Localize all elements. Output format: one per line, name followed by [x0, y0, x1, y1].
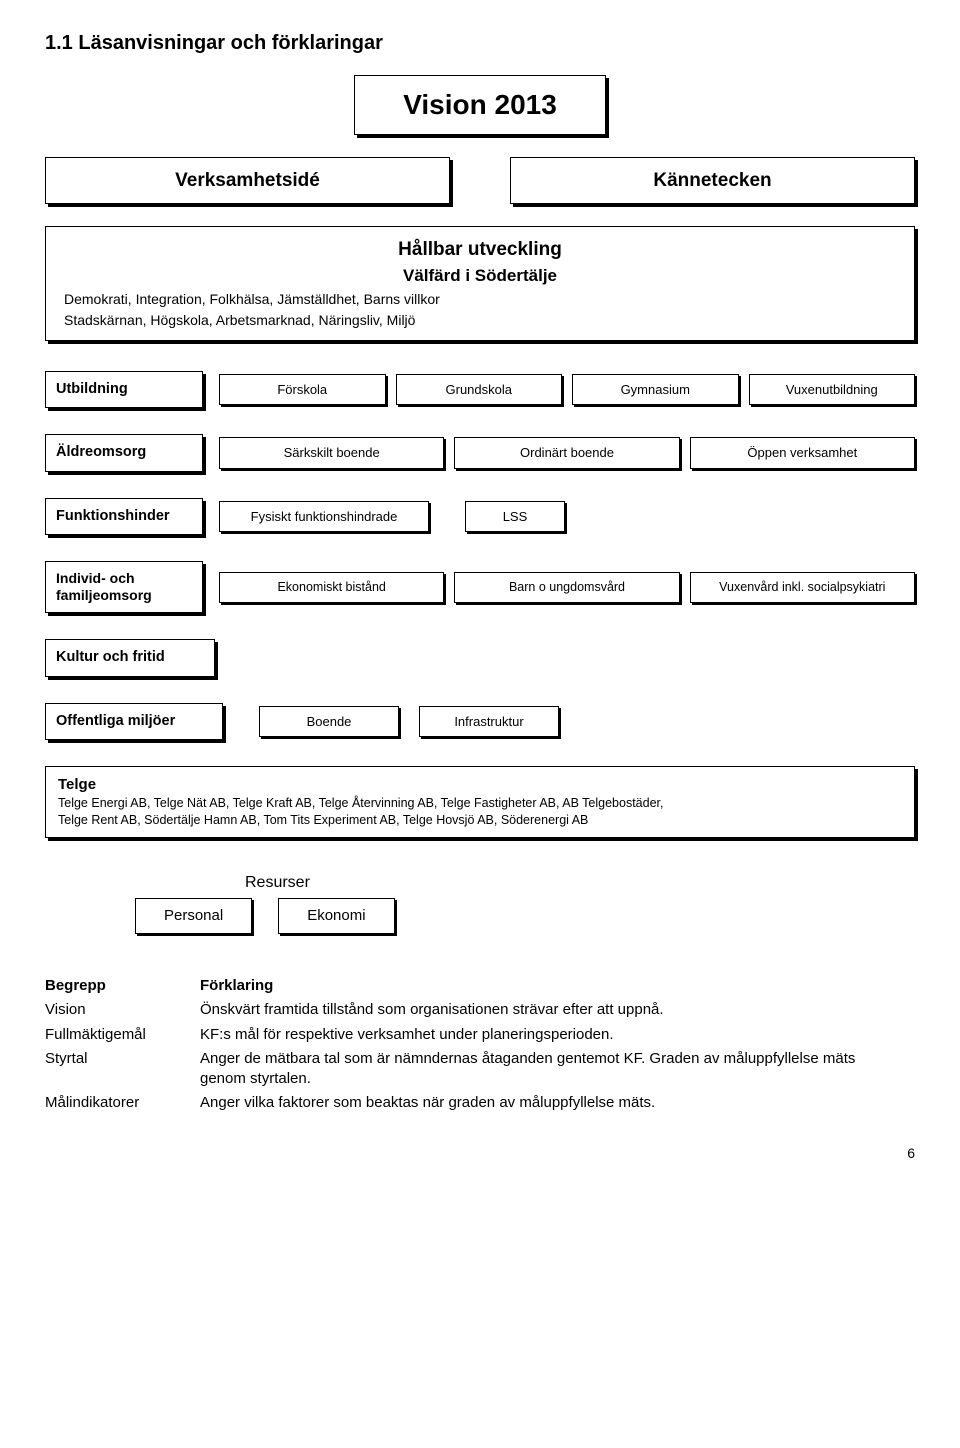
label-individ: Individ- och familjeomsorg — [45, 561, 203, 613]
label-funktionshinder: Funktionshinder — [45, 498, 203, 536]
def-styrtal-text: Anger de mätbara tal som är nämndernas å… — [200, 1047, 915, 1092]
box-ekonomiskt: Ekonomiskt bistånd — [219, 572, 444, 603]
def-header-2: Förklaring — [200, 977, 273, 994]
label-utbildning: Utbildning — [45, 371, 203, 409]
hallbar-line1: Demokrati, Integration, Folkhälsa, Jämst… — [64, 290, 896, 309]
kannetecken-box: Kännetecken — [510, 157, 915, 205]
items-miljoer: Boende Infrastruktur — [259, 706, 915, 738]
resurser-row: Personal Ekonomi — [135, 898, 915, 934]
box-sarskilt-boende: Särkskilt boende — [219, 437, 444, 469]
def-fullmaktige-label: Fullmäktigemål — [45, 1023, 200, 1047]
box-vuxenvard: Vuxenvård inkl. socialpsykiatri — [690, 572, 915, 603]
box-oppen-verksamhet: Öppen verksamhet — [690, 437, 915, 469]
def-header-1: Begrepp — [45, 977, 106, 994]
row-utbildning: Utbildning Förskola Grundskola Gymnasium… — [45, 371, 915, 409]
box-vuxenutbildning: Vuxenutbildning — [749, 374, 916, 406]
hallbar-title: Hållbar utveckling — [64, 237, 896, 263]
resurser-title: Resurser — [245, 872, 915, 894]
table-row: Styrtal Anger de mätbara tal som är nämn… — [45, 1047, 915, 1092]
vision-box: Vision 2013 — [354, 75, 606, 135]
vision-row: Vision 2013 — [45, 75, 915, 135]
box-grundskola: Grundskola — [396, 374, 563, 406]
box-ordinart-boende: Ordinärt boende — [454, 437, 679, 469]
box-personal: Personal — [135, 898, 252, 934]
def-malindikatorer-text: Anger vilka faktorer som beaktas när gra… — [200, 1091, 915, 1115]
telge-line2: Telge Rent AB, Södertälje Hamn AB, Tom T… — [58, 812, 902, 829]
table-row: Fullmäktigemål KF:s mål för respektive v… — [45, 1023, 915, 1047]
pair-row: Verksamhetsidé Kännetecken — [45, 157, 915, 205]
page-number: 6 — [45, 1144, 915, 1163]
box-barn-ungdom: Barn o ungdomsvård — [454, 572, 679, 603]
hallbar-utveckling-box: Hållbar utveckling Välfärd i Södertälje … — [45, 226, 915, 340]
row-aldreomsorg: Äldreomsorg Särkskilt boende Ordinärt bo… — [45, 434, 915, 472]
box-gymnasium: Gymnasium — [572, 374, 739, 406]
verksamhetside-box: Verksamhetsidé — [45, 157, 450, 205]
telge-title: Telge — [58, 775, 902, 795]
items-utbildning: Förskola Grundskola Gymnasium Vuxenutbil… — [219, 374, 915, 406]
def-fullmaktige-text: KF:s mål för respektive verksamhet under… — [200, 1023, 915, 1047]
resurser-block: Resurser Personal Ekonomi — [45, 872, 915, 934]
items-funktionshinder: Fysiskt funktionshindrade LSS — [219, 501, 915, 533]
label-miljoer: Offentliga miljöer — [45, 703, 223, 741]
table-row: Begrepp Förklaring — [45, 974, 915, 998]
def-styrtal-label: Styrtal — [45, 1047, 200, 1092]
table-row: Målindikatorer Anger vilka faktorer som … — [45, 1091, 915, 1115]
section-heading: 1.1 Läsanvisningar och förklaringar — [45, 30, 915, 57]
label-kultur: Kultur och fritid — [45, 639, 215, 677]
row-individ: Individ- och familjeomsorg Ekonomiskt bi… — [45, 561, 915, 613]
def-vision-text: Önskvärt framtida tillstånd som organisa… — [200, 998, 915, 1022]
box-forskola: Förskola — [219, 374, 386, 406]
definitions-table: Begrepp Förklaring Vision Önskvärt framt… — [45, 974, 915, 1116]
items-individ: Ekonomiskt bistånd Barn o ungdomsvård Vu… — [219, 572, 915, 603]
def-vision-label: Vision — [45, 998, 200, 1022]
row-kultur: Kultur och fritid — [45, 639, 915, 677]
table-row: Vision Önskvärt framtida tillstånd som o… — [45, 998, 915, 1022]
row-funktionshinder: Funktionshinder Fysiskt funktionshindrad… — [45, 498, 915, 536]
hallbar-line2: Stadskärnan, Högskola, Arbetsmarknad, Nä… — [64, 311, 896, 330]
box-fysiskt: Fysiskt funktionshindrade — [219, 501, 429, 533]
hallbar-sub: Välfärd i Södertälje — [64, 265, 896, 288]
items-aldreomsorg: Särkskilt boende Ordinärt boende Öppen v… — [219, 437, 915, 469]
box-boende: Boende — [259, 706, 399, 738]
def-malindikatorer-label: Målindikatorer — [45, 1091, 200, 1115]
label-aldreomsorg: Äldreomsorg — [45, 434, 203, 472]
row-miljoer: Offentliga miljöer Boende Infrastruktur — [45, 703, 915, 741]
box-infrastruktur: Infrastruktur — [419, 706, 559, 738]
box-ekonomi: Ekonomi — [278, 898, 394, 934]
telge-line1: Telge Energi AB, Telge Nät AB, Telge Kra… — [58, 795, 902, 812]
telge-box: Telge Telge Energi AB, Telge Nät AB, Tel… — [45, 766, 915, 838]
box-lss: LSS — [465, 501, 565, 533]
